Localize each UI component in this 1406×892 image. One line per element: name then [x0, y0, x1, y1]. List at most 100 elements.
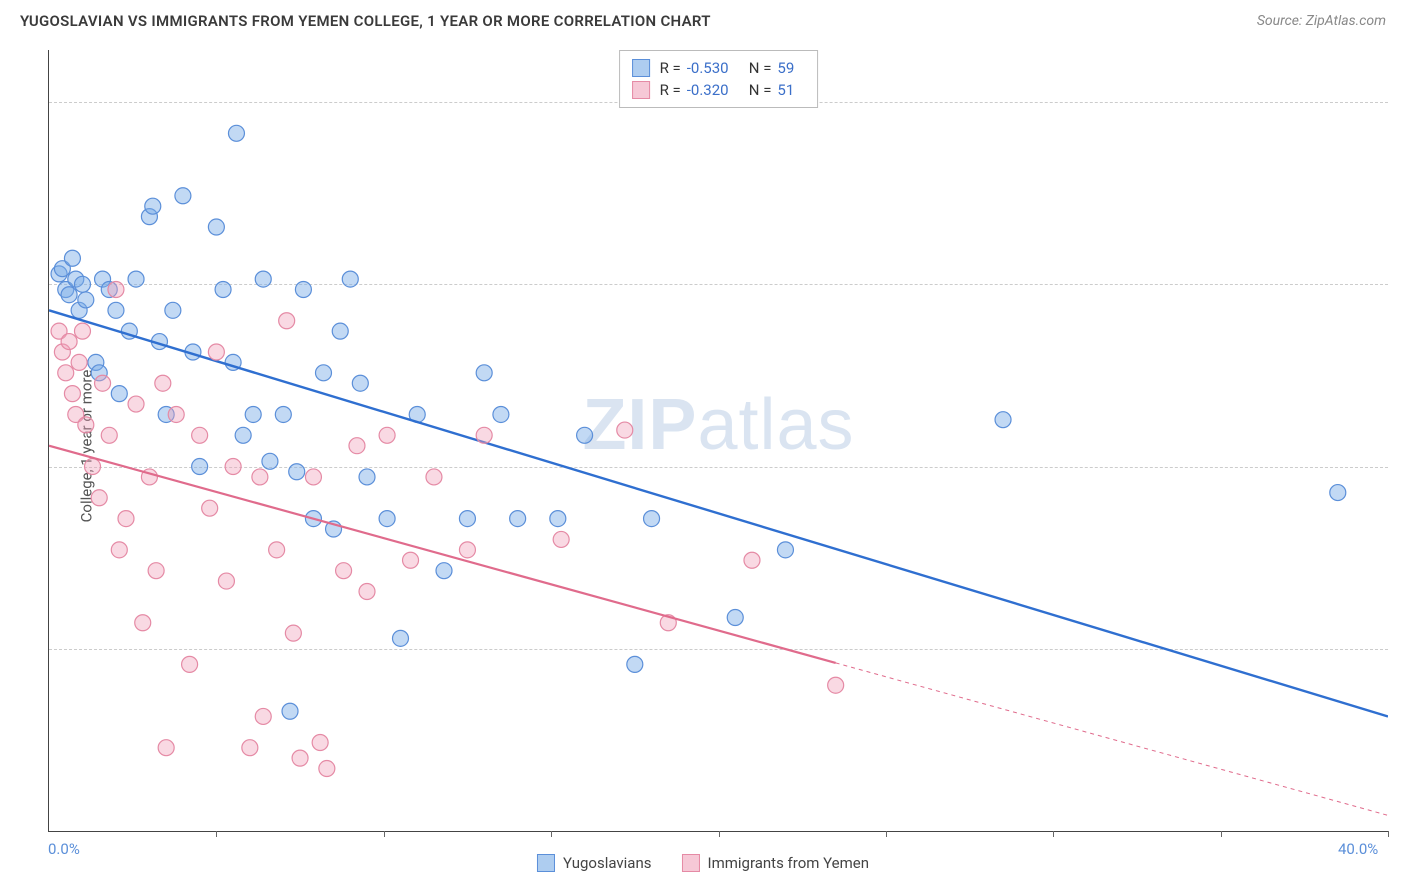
scatter-point	[255, 708, 271, 724]
y-tick-label: 80.0%	[1398, 93, 1406, 111]
scatter-point	[493, 406, 509, 422]
scatter-point	[158, 740, 174, 756]
y-tick-label: 45.0%	[1398, 458, 1406, 476]
chart-source: Source: ZipAtlas.com	[1257, 13, 1386, 29]
scatter-point	[727, 610, 743, 626]
legend-swatch-2	[632, 81, 650, 99]
scatter-point	[148, 563, 164, 579]
scatter-point	[295, 282, 311, 298]
scatter-point	[359, 583, 375, 599]
scatter-point	[252, 469, 268, 485]
x-tick-mark	[1388, 831, 1389, 837]
r-value-2: -0.320	[687, 81, 739, 99]
scatter-point	[289, 464, 305, 480]
scatter-point	[74, 323, 90, 339]
x-tick-mark	[216, 831, 217, 837]
scatter-point	[744, 552, 760, 568]
scatter-point	[61, 334, 77, 350]
scatter-point	[228, 125, 244, 141]
legend-swatch-1	[632, 59, 650, 77]
r-label-2: R =	[660, 81, 681, 99]
scatter-point	[95, 375, 111, 391]
scatter-point	[476, 365, 492, 381]
bottom-legend-label-2: Immigrants from Yemen	[707, 854, 869, 872]
legend-stats-row-1: R = -0.530 N = 59	[632, 57, 806, 79]
scatter-point	[208, 344, 224, 360]
scatter-point	[118, 511, 134, 527]
scatter-point	[202, 500, 218, 516]
chart-title: YUGOSLAVIAN VS IMMIGRANTS FROM YEMEN COL…	[20, 12, 711, 30]
scatter-point	[111, 542, 127, 558]
scatter-point	[218, 573, 234, 589]
scatter-point	[359, 469, 375, 485]
scatter-point	[392, 630, 408, 646]
scatter-point	[74, 276, 90, 292]
legend-stats-row-2: R = -0.320 N = 51	[632, 79, 806, 101]
scatter-point	[242, 740, 258, 756]
scatter-point	[459, 511, 475, 527]
scatter-point	[332, 323, 348, 339]
scatter-point	[336, 563, 352, 579]
scatter-point	[71, 354, 87, 370]
bottom-legend-swatch-2	[681, 854, 699, 872]
n-label-2: N =	[749, 81, 772, 99]
scatter-point	[108, 302, 124, 318]
scatter-point	[292, 750, 308, 766]
scatter-point	[379, 427, 395, 443]
scatter-point	[553, 531, 569, 547]
scatter-point	[1330, 485, 1346, 501]
scatter-point	[617, 422, 633, 438]
scatter-point	[550, 511, 566, 527]
scatter-point	[168, 406, 184, 422]
scatter-point	[349, 438, 365, 454]
trendline-solid	[49, 310, 1388, 716]
scatter-point	[312, 734, 328, 750]
x-origin-label: 0.0%	[48, 840, 80, 858]
scatter-point	[426, 469, 442, 485]
scatter-point	[644, 511, 660, 527]
scatter-point	[108, 282, 124, 298]
x-tick-mark	[1053, 831, 1054, 837]
scatter-point	[235, 427, 251, 443]
scatter-point	[436, 563, 452, 579]
scatter-point	[262, 453, 278, 469]
scatter-point	[192, 459, 208, 475]
scatter-point	[777, 542, 793, 558]
n-value-2: 51	[777, 81, 805, 99]
scatter-point	[342, 271, 358, 287]
y-tick-label: 27.5%	[1398, 640, 1406, 658]
scatter-point	[111, 386, 127, 402]
scatter-point	[58, 365, 74, 381]
scatter-point	[182, 656, 198, 672]
scatter-point	[64, 250, 80, 266]
n-value-1: 59	[777, 59, 805, 77]
n-label-1: N =	[749, 59, 772, 77]
scatter-point	[175, 188, 191, 204]
scatter-point	[128, 396, 144, 412]
x-tick-mark	[886, 831, 887, 837]
scatter-point	[282, 703, 298, 719]
scatter-point	[403, 552, 419, 568]
scatter-point	[255, 271, 271, 287]
scatter-point	[61, 287, 77, 303]
scatter-point	[459, 542, 475, 558]
scatter-point	[627, 656, 643, 672]
y-tick-label: 62.5%	[1398, 275, 1406, 293]
scatter-point	[192, 427, 208, 443]
scatter-point	[155, 375, 171, 391]
scatter-point	[305, 469, 321, 485]
scatter-point	[91, 490, 107, 506]
legend-stats-box: R = -0.530 N = 59 R = -0.320 N = 51	[619, 50, 819, 108]
scatter-point	[379, 511, 395, 527]
x-end-label: 40.0%	[1338, 840, 1378, 858]
r-value-1: -0.530	[687, 59, 739, 77]
scatter-point	[275, 406, 291, 422]
bottom-legend-item-1: Yugoslavians	[537, 854, 652, 872]
scatter-point	[145, 198, 161, 214]
scatter-point	[78, 417, 94, 433]
scatter-point	[245, 406, 261, 422]
r-label-1: R =	[660, 59, 681, 77]
scatter-point	[352, 375, 368, 391]
chart-header: YUGOSLAVIAN VS IMMIGRANTS FROM YEMEN COL…	[0, 0, 1406, 38]
scatter-point	[208, 219, 224, 235]
